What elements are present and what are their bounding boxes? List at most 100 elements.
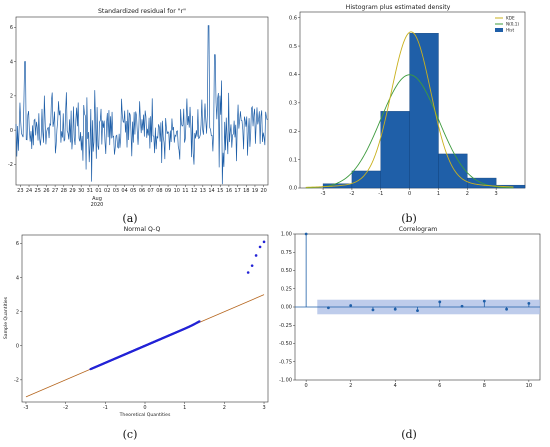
correlogram-y-tick-label: -0.50 [279, 341, 292, 347]
qq-outlier-point [262, 240, 266, 244]
acf-point [416, 309, 419, 313]
histogram-x-tick-label: -1 [378, 191, 383, 197]
legend-hist-label: Hist [506, 28, 514, 33]
legend-hist-swatch [495, 28, 503, 32]
qq-x-tick-label: -3 [23, 405, 28, 411]
residual-x-tick-label: 07 [148, 188, 154, 194]
qq-y-tick-label: 2 [16, 309, 19, 315]
histogram-legend: KDE N(0,1) Hist [495, 16, 519, 33]
residual-x-tick-label: 24 [26, 188, 32, 194]
residual-x-tick-label: 05 [130, 188, 136, 194]
histogram-x-tick-label: -2 [349, 191, 354, 197]
qq-outlier-point [246, 271, 250, 274]
residual-x-tick-label: 03 [113, 188, 119, 194]
residual-x-tick-label: 06 [139, 188, 145, 194]
qq-x-tick-label: 1 [183, 405, 186, 411]
histogram-title: Histogram plus estimated density [346, 4, 451, 11]
residual-y-tick-label: -2 [8, 162, 13, 168]
correlogram-x-tick-label: 0 [305, 383, 308, 389]
acf-point [505, 307, 508, 311]
histogram-x-tick-label: -3 [321, 191, 326, 197]
correlogram-y-tick-label: -0.75 [279, 359, 292, 365]
qq-outlier-point [258, 245, 262, 249]
qq-outlier-point [254, 254, 258, 257]
residual-x-tick-label: 10 [174, 188, 180, 194]
residual-x-tick-label: 11 [182, 188, 188, 194]
residual-x-tick-label: 15 [217, 188, 223, 194]
correlogram-y-tick-label: -0.25 [279, 323, 292, 329]
correlogram-x-tick-label: 10 [526, 383, 532, 389]
qq-x-tick-label: 2 [223, 405, 226, 411]
residual-x-tick-label: 13 [200, 188, 206, 194]
histogram-y-tick-label: 0.2 [289, 129, 297, 135]
qq-x-tick-label: -1 [103, 405, 108, 411]
residual-x-tick-label: 29 [69, 188, 75, 194]
correlogram-y-tick-label: 0.50 [281, 268, 292, 274]
residual-x-tick-label: 01 [95, 188, 101, 194]
correlogram-y-tick-label: 1.00 [281, 232, 292, 238]
caption-d: (d) [401, 428, 417, 441]
histogram-x-tick-label: 3 [495, 191, 498, 197]
residual-y-tick-label: 2 [10, 94, 13, 100]
correlogram-title: Correlogram [399, 226, 438, 233]
histogram-y-tick-label: 0.6 [289, 15, 297, 21]
residual-x-tick-label: 02 [104, 188, 110, 194]
qq-x-axis-label: Theoretical Quantities [119, 412, 171, 418]
qq-axes-frame [21, 234, 269, 403]
residual-x-tick-label: 12 [191, 188, 197, 194]
qq-x-tick-label: 0 [143, 405, 146, 411]
caption-c: (c) [123, 428, 138, 441]
residual-x-tick-label: 14 [208, 188, 214, 194]
qq-y-tick-label: 0 [16, 343, 19, 349]
histogram-x-tick-label: 1 [437, 191, 440, 197]
residual-x-tick-label: 09 [165, 188, 171, 194]
acf-point [460, 304, 464, 308]
legend-kde-label: KDE [506, 16, 515, 21]
correlogram-y-tick-label: 0.25 [281, 286, 292, 292]
residual-x-tick-label: 26 [43, 188, 49, 194]
correlogram-x-tick-label: 6 [438, 383, 441, 389]
kde-curve [305, 31, 514, 188]
acf-point [371, 308, 375, 312]
residual-x-tick-label: 25 [35, 188, 41, 194]
residual-x-tick-label: 08 [156, 188, 162, 194]
histogram-y-tick-label: 0.1 [289, 157, 297, 163]
residual-title: Standardized residual for "r" [98, 8, 186, 15]
histogram-bar [438, 153, 468, 189]
residual-x-tick-label: 31 [87, 188, 93, 194]
qq-point [198, 320, 201, 323]
caption-a: (a) [122, 212, 137, 225]
histogram-bar [380, 111, 410, 189]
residual-x-tick-label: 23 [17, 188, 23, 194]
residual-y-tick-label: 4 [10, 59, 13, 65]
acf-point [527, 301, 531, 305]
residual-y-tick-label: 6 [10, 25, 13, 31]
qq-x-tick-label: 3 [262, 405, 265, 411]
qq-panel: Normal Q-Q -2 0 2 4 6 -3 -2 -1 0 1 2 3 Theoretical… [3, 226, 269, 418]
residual-month-label: Aug [92, 196, 102, 202]
histogram-x-tick-label: 0 [408, 191, 411, 197]
residual-x-tick-label: 04 [121, 188, 127, 194]
correlogram-y-tick-label: 0.75 [281, 250, 292, 256]
correlogram-x-tick-label: 2 [349, 383, 352, 389]
correlogram-x-tick-label: 4 [394, 383, 397, 389]
normal-density-curve [305, 74, 514, 189]
acf-point [304, 232, 308, 236]
qq-y-tick-label: -2 [14, 378, 19, 384]
caption-b: (b) [401, 212, 417, 225]
qq-x-tick-label: -2 [63, 405, 68, 411]
acf-point [349, 304, 353, 307]
residual-x-tick-label: 18 [243, 188, 249, 194]
residual-x-tick-label: 28 [61, 188, 67, 194]
histogram-y-tick-label: 0.3 [289, 101, 297, 107]
qq-y-tick-label: 6 [16, 241, 19, 247]
residual-x-tick-label: 20 [260, 188, 266, 194]
histogram-y-tick-label: 0.5 [289, 44, 297, 50]
residual-series-line [15, 25, 268, 185]
histogram-panel: Histogram plus estimated density 0.0 0.1 0… [289, 4, 526, 197]
correlogram-y-tick-label: 0.00 [281, 305, 292, 311]
residual-axes-frame [15, 16, 269, 186]
histogram-bar [409, 33, 439, 189]
